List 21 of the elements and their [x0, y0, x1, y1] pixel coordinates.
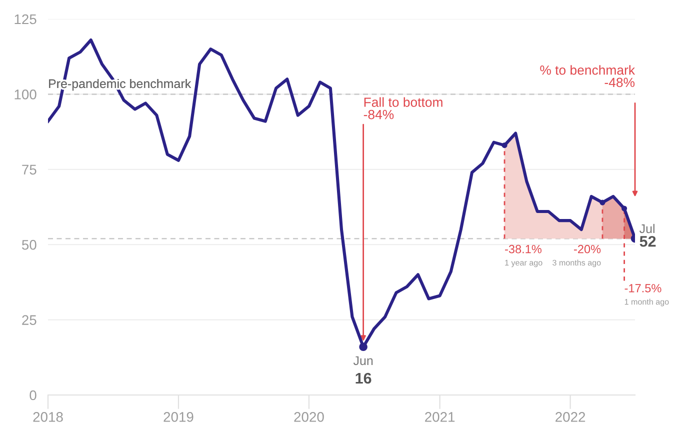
y-tick-label: 0 [30, 390, 36, 400]
point [502, 142, 508, 148]
x-tick-label: 2022 [556, 412, 586, 422]
annotation: -17.5% 1 month ago [624, 284, 669, 306]
y-tick-label: 125 [14, 14, 36, 24]
y-tick-label: 50 [22, 240, 36, 250]
annotation: Fall to bottom -84% [364, 97, 442, 120]
y-tick-label: 75 [22, 164, 36, 175]
x-tick-label: 2021 [425, 412, 455, 422]
y-tick-label: 25 [22, 315, 36, 325]
annotation: % to benchmark -48% [540, 65, 636, 88]
point [621, 206, 628, 212]
x-tick-label: 2019 [164, 412, 194, 422]
x-tick-label: 2020 [294, 412, 324, 422]
annotation: -38.1% 1 year ago [505, 244, 542, 268]
annotation: -20% 3 months ago [552, 244, 601, 268]
point [600, 200, 606, 206]
annotation: Jun 16 [353, 356, 373, 384]
annotation: Jul 52 [639, 224, 656, 247]
x-tick-label: 2018 [33, 412, 63, 422]
y-tick-label: 100 [14, 90, 36, 100]
